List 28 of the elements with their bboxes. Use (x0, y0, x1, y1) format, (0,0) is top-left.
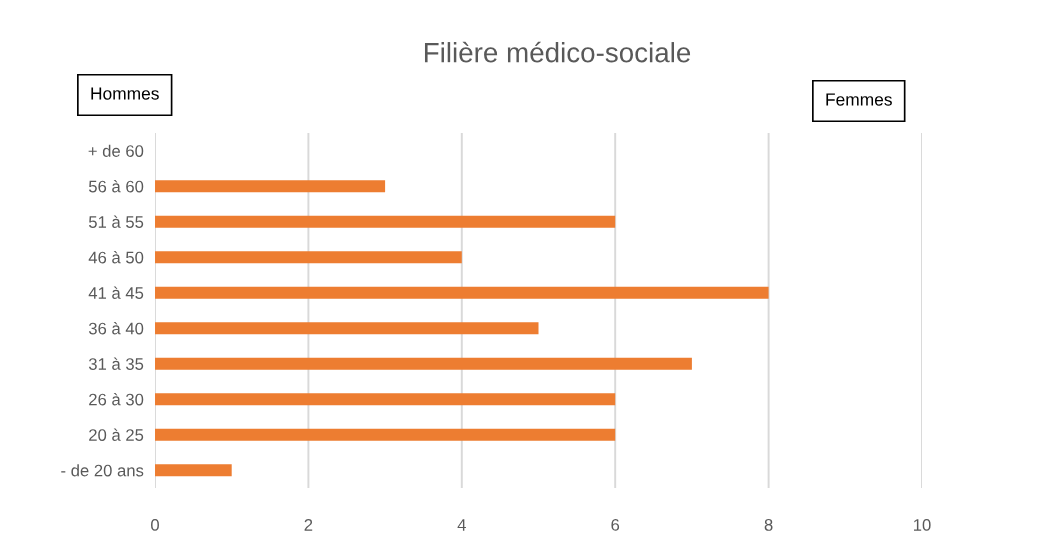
y-tick-label: 20 à 25 (89, 428, 144, 441)
bar (155, 215, 616, 228)
bar (155, 464, 232, 477)
y-tick-label: 36 à 40 (88, 322, 144, 335)
y-tick-label: 26 à 30 (89, 393, 144, 406)
y-tick-label: 31 à 35 (88, 357, 144, 370)
bar (155, 180, 386, 193)
y-tick-label: 51 à 55 (88, 215, 144, 228)
y-tick-label: 46 à 50 (88, 251, 144, 264)
bar (155, 428, 616, 441)
x-tick-label: 6 (611, 519, 620, 531)
y-tick-label: - de 20 ans (61, 464, 144, 477)
text: Femmes (826, 93, 892, 106)
y-tick-label: + de 60 (88, 144, 144, 157)
y-tick-label: 41 à 45 (88, 286, 144, 299)
bar (155, 322, 539, 335)
chart-title: Filière médico-sociale (424, 41, 691, 63)
x-tick-label: 8 (764, 519, 773, 531)
bar (155, 286, 769, 299)
x-tick-label: 0 (151, 519, 159, 531)
x-tick-label: 2 (304, 519, 313, 531)
bar (155, 251, 462, 264)
text: Hommes (91, 87, 159, 100)
y-tick-label: 56 à 60 (88, 180, 144, 193)
x-tick-label: 10 (914, 519, 931, 531)
bar (155, 357, 692, 370)
x-tick-label: 4 (457, 519, 466, 531)
bar (155, 393, 616, 406)
